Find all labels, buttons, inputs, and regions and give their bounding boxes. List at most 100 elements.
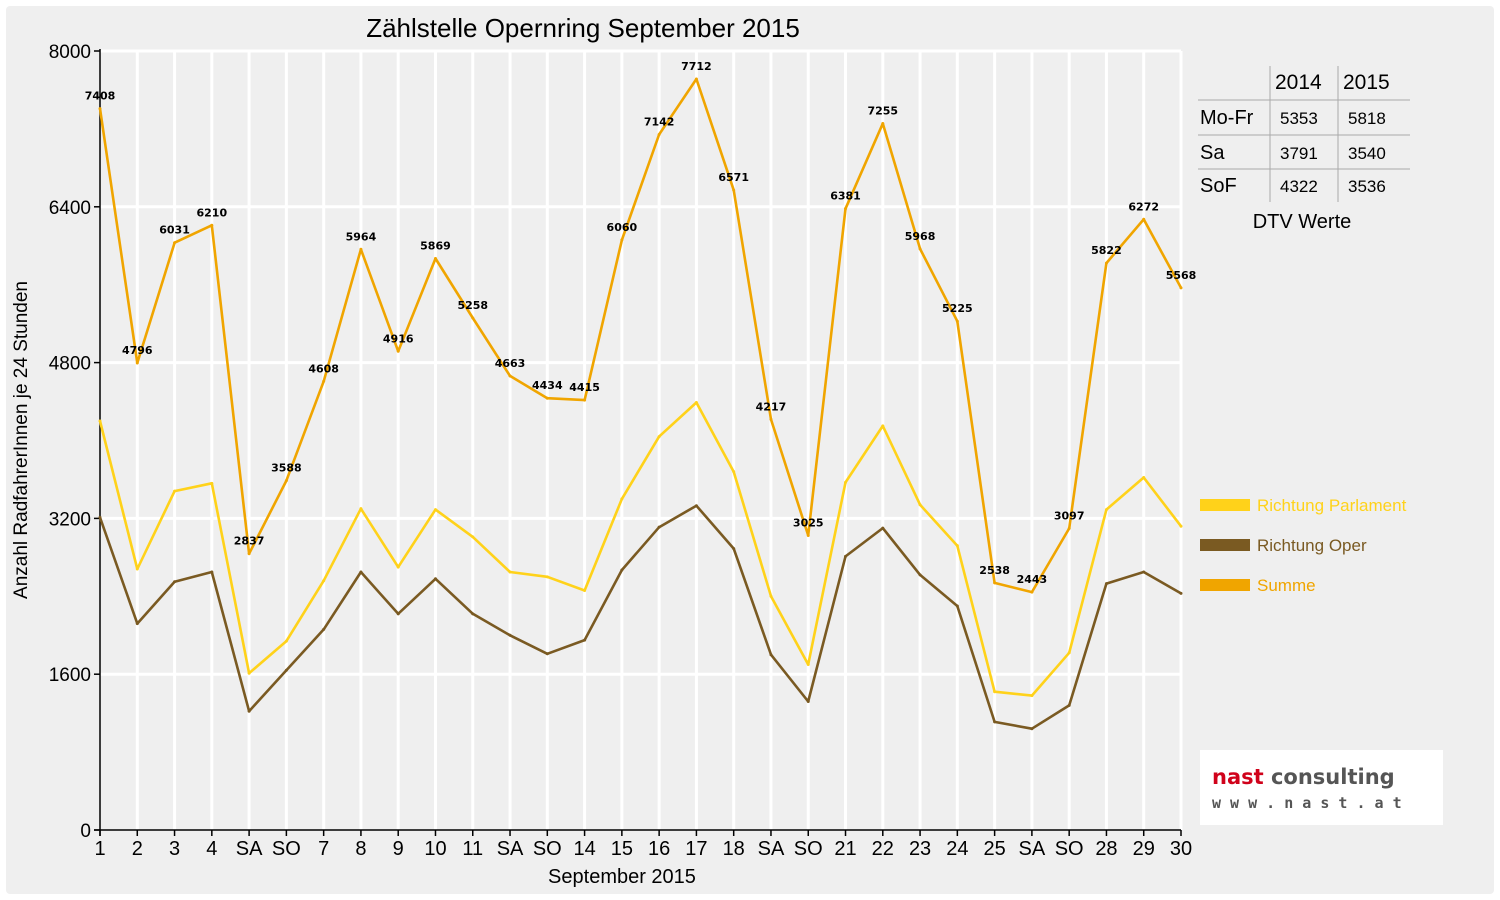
logo-name-accent: nast bbox=[1212, 765, 1264, 789]
data-point bbox=[135, 361, 139, 365]
data-point bbox=[173, 580, 177, 584]
x-tick-labels: 1 2 3 4 SA SO 7 8 9 10 11 SA SO 14 15 16 17 18 SA SO 21 22 23 2… bbox=[94, 838, 1192, 860]
data-point bbox=[844, 480, 848, 484]
data-label: 4916 bbox=[383, 332, 414, 345]
x-tick-label: SO bbox=[272, 838, 301, 860]
data-point bbox=[1179, 524, 1183, 528]
data-label: 5964 bbox=[346, 230, 377, 243]
x-tick-label: 21 bbox=[834, 838, 856, 860]
x-tick-label: SA bbox=[758, 838, 785, 860]
x-tick-label: 14 bbox=[573, 838, 595, 860]
series-line-summe bbox=[98, 77, 1183, 594]
data-point bbox=[135, 622, 139, 626]
x-tick-label: 16 bbox=[648, 838, 670, 860]
series-lines bbox=[98, 77, 1183, 731]
data-point bbox=[1030, 590, 1034, 594]
data-point bbox=[284, 639, 288, 643]
x-tick-label: 1 bbox=[94, 838, 105, 860]
data-point bbox=[359, 247, 363, 251]
data-point bbox=[322, 579, 326, 583]
data-label: 5258 bbox=[457, 299, 488, 312]
y-tick-label: 4800 bbox=[49, 354, 91, 375]
data-point bbox=[844, 207, 848, 211]
data-label: 5822 bbox=[1091, 244, 1122, 257]
x-tick-label: 3 bbox=[169, 838, 180, 860]
series-line-richtung-oper bbox=[98, 504, 1182, 731]
data-point bbox=[1142, 217, 1146, 221]
dtv-row-label: SoF bbox=[1200, 175, 1237, 197]
data-point bbox=[396, 612, 400, 616]
dtv-header-2014: 2014 bbox=[1275, 71, 1322, 94]
dtv-cell: 3791 bbox=[1280, 144, 1318, 163]
y-tick-label: 8000 bbox=[49, 42, 91, 63]
data-point bbox=[732, 470, 736, 474]
data-point bbox=[1104, 261, 1108, 265]
data-point bbox=[247, 709, 251, 713]
legend-label: Richtung Parlament bbox=[1257, 496, 1407, 515]
y-tick-label: 0 bbox=[80, 821, 91, 842]
legend-label: Summe bbox=[1257, 576, 1316, 595]
data-point bbox=[98, 515, 102, 519]
data-point bbox=[396, 565, 400, 569]
x-tick-label: 2 bbox=[132, 838, 143, 860]
data-point bbox=[769, 653, 773, 657]
data-point bbox=[471, 316, 475, 320]
data-label: 5225 bbox=[942, 302, 973, 315]
nast-consulting-logo: nast consulting w w w . n a s t . a t bbox=[1200, 750, 1443, 825]
legend-label: Richtung Oper bbox=[1257, 536, 1367, 555]
data-point bbox=[918, 503, 922, 507]
data-point bbox=[284, 668, 288, 672]
dtv-cell: 4322 bbox=[1280, 177, 1318, 196]
x-tick-label: 8 bbox=[355, 838, 366, 860]
legend: Richtung Parlament Richtung Oper Summe bbox=[1200, 496, 1407, 595]
plot-area bbox=[100, 51, 1181, 830]
data-label: 5968 bbox=[905, 230, 936, 243]
data-label: 6031 bbox=[159, 224, 190, 237]
data-point bbox=[1104, 508, 1108, 512]
data-point bbox=[247, 671, 251, 675]
dtv-cell: 5818 bbox=[1348, 109, 1386, 128]
data-point bbox=[1179, 286, 1183, 290]
data-point bbox=[583, 588, 587, 592]
x-tick-label: 18 bbox=[723, 838, 745, 860]
y-axis-title: Anzahl RadfahrerInnen je 24 Stunden bbox=[11, 281, 32, 599]
data-point bbox=[993, 581, 997, 585]
data-point bbox=[769, 417, 773, 421]
data-point bbox=[806, 699, 810, 703]
data-label: 4415 bbox=[569, 381, 600, 394]
data-label: 2538 bbox=[979, 564, 1010, 577]
data-point bbox=[1067, 526, 1071, 530]
x-tick-label: 24 bbox=[946, 838, 968, 860]
data-point bbox=[732, 188, 736, 192]
x-tick-label: SA bbox=[1019, 838, 1046, 860]
data-point bbox=[694, 401, 698, 405]
data-point bbox=[918, 573, 922, 577]
data-point bbox=[135, 567, 139, 571]
data-point bbox=[955, 604, 959, 608]
data-label: 6210 bbox=[197, 206, 228, 219]
x-tick-label: 29 bbox=[1133, 838, 1155, 860]
data-point bbox=[955, 544, 959, 548]
data-point bbox=[1142, 570, 1146, 574]
data-point bbox=[1067, 651, 1071, 655]
data-point bbox=[359, 570, 363, 574]
logo-url: w w w . n a s t . a t bbox=[1212, 794, 1402, 812]
data-label: 7255 bbox=[867, 105, 898, 118]
data-point bbox=[881, 424, 885, 428]
data-label: 6571 bbox=[718, 171, 749, 184]
x-tick-label: 7 bbox=[318, 838, 329, 860]
data-point bbox=[545, 652, 549, 656]
dtv-cell: 3540 bbox=[1348, 144, 1386, 163]
x-tick-label: 28 bbox=[1095, 838, 1117, 860]
dtv-header-2015: 2015 bbox=[1343, 71, 1390, 94]
y-tick-label: 6400 bbox=[49, 198, 91, 219]
data-point bbox=[620, 238, 624, 242]
data-label: 6272 bbox=[1128, 200, 1159, 213]
data-point bbox=[508, 374, 512, 378]
series-line-richtung-parlament bbox=[98, 401, 1183, 697]
data-point bbox=[210, 223, 214, 227]
data-label: 6381 bbox=[830, 190, 861, 203]
data-label: 3025 bbox=[793, 516, 824, 529]
data-point bbox=[471, 612, 475, 616]
